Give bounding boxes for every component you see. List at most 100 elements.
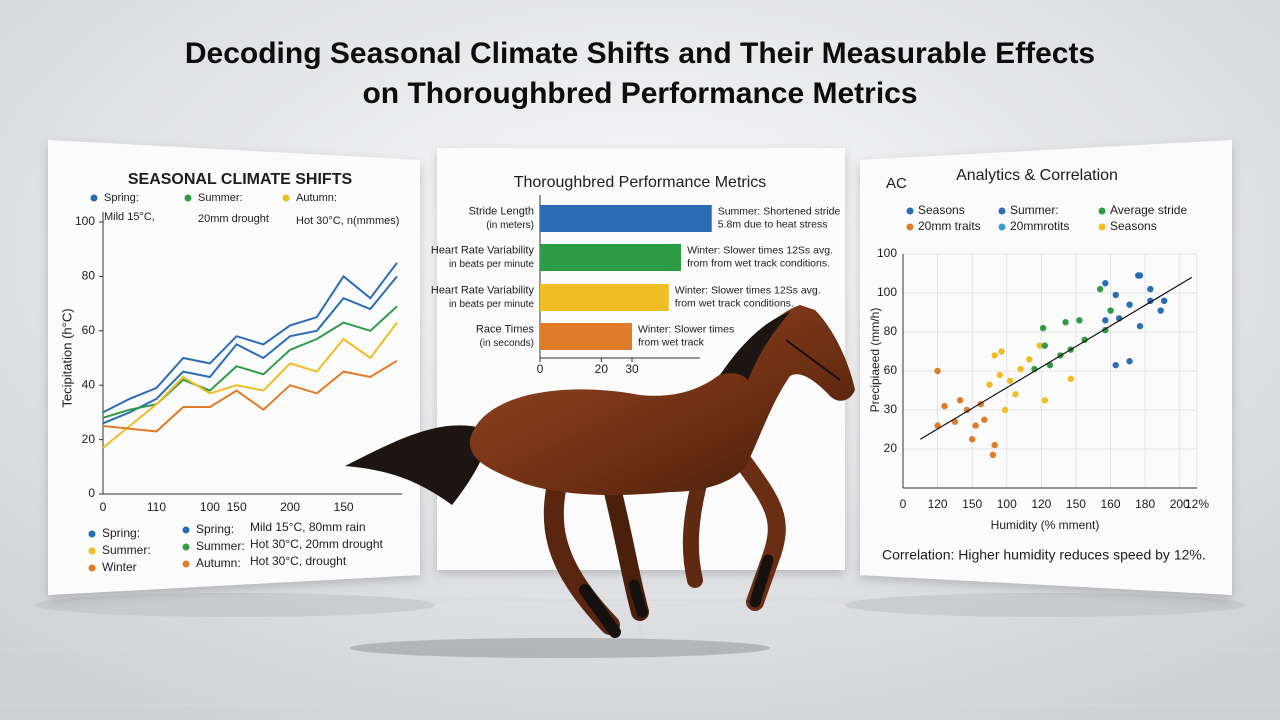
page-title: Decoding Seasonal Climate Shifts and The… (185, 37, 1095, 70)
legend-marker (906, 207, 914, 215)
legend-detail: Hot 30°C, drought (250, 554, 347, 568)
point (1107, 307, 1114, 314)
caption: Correlation: Higher humidity reduces spe… (882, 547, 1206, 563)
line-chart: SEASONAL CLIMATE SHIFTS Tecipitation (h°C… (59, 171, 402, 574)
legend-marker (90, 194, 98, 202)
legend-label: 20mmrotits (1010, 219, 1069, 233)
legend-marker (88, 547, 96, 555)
point (1076, 317, 1083, 324)
point (934, 422, 941, 429)
point (986, 381, 993, 388)
bar (540, 244, 682, 271)
point (1136, 322, 1144, 330)
point (1036, 342, 1043, 349)
point (1081, 336, 1088, 343)
point (1017, 365, 1024, 373)
point (1126, 358, 1133, 365)
point (1041, 342, 1049, 349)
point (981, 416, 988, 423)
point (1126, 301, 1133, 308)
line-series (102, 359, 398, 433)
point (963, 406, 971, 414)
y-axis-label: Precipiaeed (mm/h) (868, 308, 882, 413)
point (1096, 285, 1104, 293)
x-tick-label: 12% (1185, 497, 1209, 511)
x-tick-label: 150 (334, 500, 354, 514)
point (941, 402, 948, 410)
x-tick-label: 150 (1066, 497, 1086, 511)
point (956, 397, 964, 404)
y-tick-label: 40 (82, 377, 96, 391)
point (1102, 317, 1109, 324)
legend-detail: Mild 15°C, 80mm rain (250, 520, 366, 534)
line-series (102, 321, 398, 449)
point (968, 436, 976, 443)
point (1012, 391, 1019, 398)
category-label: Heart Rate Variability (431, 284, 535, 296)
point (1067, 375, 1074, 382)
x-tick-label: 160 (1101, 497, 1121, 511)
category-unit: (in meters) (486, 220, 534, 231)
category-label: Stride Length (469, 205, 534, 217)
legend-marker (182, 543, 190, 551)
legend-label: Summer: (196, 539, 245, 553)
chart-title: SEASONAL CLIMATE SHIFTS (128, 171, 353, 188)
point (1112, 291, 1119, 299)
y-tick-label: 80 (82, 269, 96, 283)
legend-label: Autumn: (196, 556, 241, 570)
point (996, 371, 1004, 379)
y-tick-label: 20 (82, 432, 96, 446)
x-tick-label: 180 (1135, 497, 1155, 511)
annotation: Winter: Slower times 12Ss avg. (675, 284, 821, 296)
panel-shadow (35, 593, 435, 617)
x-tick-label: 100 (200, 500, 220, 514)
bar (540, 205, 712, 232)
x-axis-label: Humidity (% mment) (991, 518, 1100, 532)
bar (540, 284, 669, 311)
line-series (102, 275, 398, 425)
x-tick-label: 20 (595, 362, 609, 376)
point (972, 422, 979, 429)
x-tick-label: 30 (625, 362, 639, 376)
line-series (102, 305, 398, 419)
legend-label: Autumn: (296, 192, 337, 204)
point (1039, 324, 1047, 332)
legend-detail: Hot 30°C, n(mmmes) (296, 215, 399, 227)
y-tick-label: 100 (75, 214, 95, 228)
trend-line (919, 276, 1193, 440)
x-tick-label: 100 (997, 497, 1017, 511)
annotation: Winter: Slower times (638, 323, 734, 335)
point (1001, 406, 1009, 414)
category-label: Race Times (476, 323, 535, 335)
x-tick-label: 0 (900, 497, 907, 511)
legend-label: Winter (102, 560, 137, 574)
bar-chart: Thoroughbred Performance Metrics 0 20 30 Str… (431, 174, 841, 376)
y-tick-label: 0 (88, 486, 95, 500)
category-unit: (in seconds) (480, 338, 534, 349)
legend-label: Average stride (1110, 203, 1187, 217)
legend-marker (282, 194, 290, 202)
annotation: from wet track (638, 336, 705, 348)
y-tick-label: 60 (82, 323, 96, 337)
point (1136, 272, 1144, 279)
chart-title: Thoroughbred Performance Metrics (514, 174, 767, 191)
legend-marker (906, 223, 914, 231)
y-axis-label: Tecipitation (h°C) (59, 308, 74, 407)
category-label: Heart Rate Variability (431, 244, 535, 256)
legend-detail: Hot 30°C, 20mm drought (250, 537, 384, 551)
x-tick-label: 150 (227, 500, 247, 514)
legend-label: Summer: (102, 543, 151, 557)
point (1041, 397, 1049, 404)
annotation: from from wet track conditions. (687, 257, 830, 269)
legend-marker (182, 526, 190, 534)
scatter-chart: AC Analytics & Correlation Seasons Summer: A… (868, 167, 1209, 562)
annotation: Winter: Slower times 12Ss avg. (687, 244, 833, 256)
point (991, 441, 998, 449)
horse (345, 305, 855, 658)
point (998, 348, 1005, 355)
point (1160, 297, 1168, 304)
corner-label: AC (886, 175, 907, 192)
legend-marker (998, 207, 1006, 215)
annotation: 5.8m due to heat stress (718, 218, 828, 230)
y-tick-label: 100 (877, 285, 897, 299)
